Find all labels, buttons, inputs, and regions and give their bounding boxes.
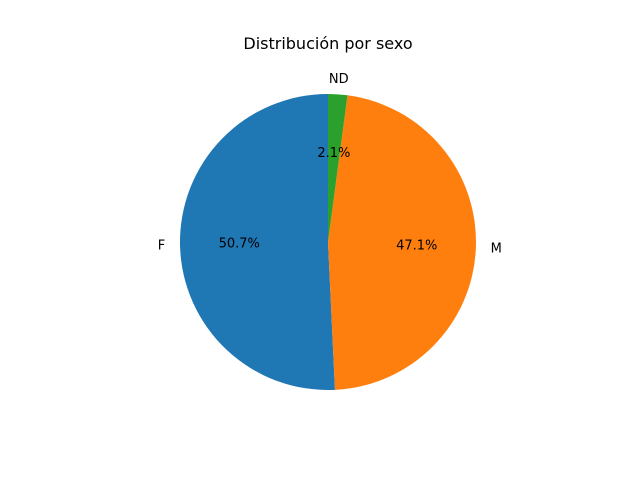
pie-labels: F 50.7% M 47.1% ND 2.1% xyxy=(158,72,502,256)
pie-slice-m xyxy=(328,95,477,390)
pie-slices xyxy=(179,94,477,390)
slice-percent-m: 47.1% xyxy=(396,238,437,253)
slice-percent-f: 50.7% xyxy=(219,237,260,252)
slice-percent-nd: 2.1% xyxy=(317,146,350,161)
pie-slice-nd xyxy=(328,94,348,242)
pie-slice-f xyxy=(179,94,335,390)
chart-title: Distribución por sexo xyxy=(243,34,412,53)
slice-label-nd: ND xyxy=(329,72,349,87)
slice-label-f: F xyxy=(158,238,165,253)
slice-label-m: M xyxy=(491,241,502,256)
